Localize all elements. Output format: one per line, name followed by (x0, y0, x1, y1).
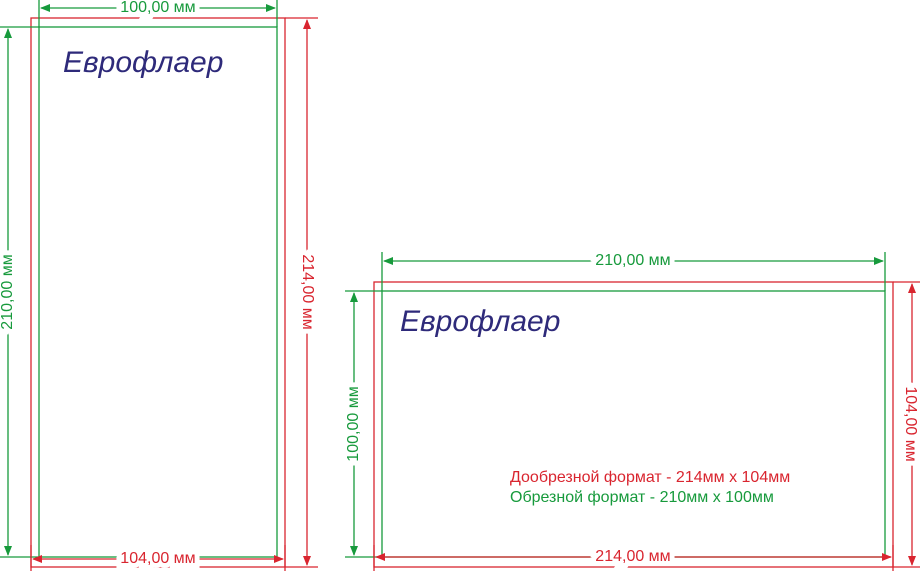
bleed-width: 104,00 мм (120, 550, 195, 567)
trim-rect (38, 26, 278, 558)
bleed-rect (30, 17, 286, 568)
bleed-width: 214,00 мм (595, 548, 670, 565)
bleed-rect (373, 281, 894, 568)
layout-title: Еврофлаер (400, 305, 560, 338)
horizontal-layout: 210,00 мм 100,00 мм 104,00 мм 214,00 мм … (340, 247, 920, 571)
trim-height: 210,00 мм (0, 254, 16, 329)
vertical-layout: 100,00 мм 210,00 мм 214,00 мм 104,00 мм … (0, 0, 321, 571)
bleed-height: 104,00 мм (902, 386, 919, 461)
trim-height: 100,00 мм (345, 386, 362, 461)
trim-width: 210,00 мм (595, 252, 670, 269)
bleed-format-note: Дообрезной формат - 214мм x 104мм (510, 469, 790, 486)
trim-format-note: Обрезной формат - 210мм x 100мм (510, 489, 774, 506)
layout-title: Еврофлаер (63, 46, 223, 79)
trim-width: 100,00 мм (120, 0, 195, 16)
bleed-height: 214,00 мм (299, 254, 316, 329)
